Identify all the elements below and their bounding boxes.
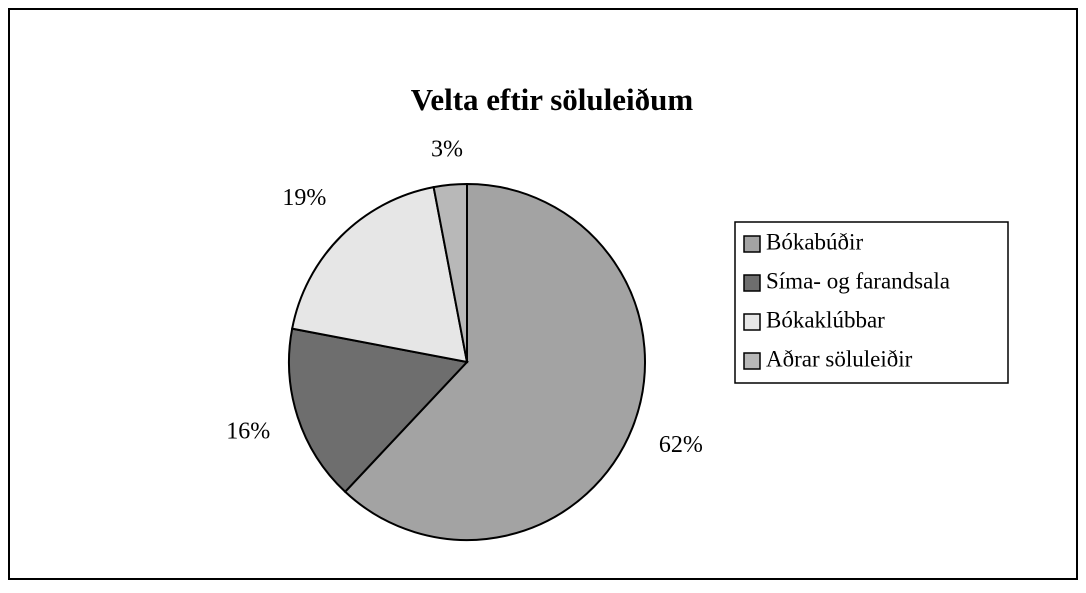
- legend-swatch: [743, 352, 761, 370]
- legend-label: Aðrar söluleiðir: [766, 346, 913, 371]
- pie-slice: [290, 185, 469, 364]
- legend-label: Bókabúðir: [766, 229, 863, 254]
- legend-swatch: [743, 235, 761, 253]
- data-label: 19%: [282, 185, 326, 211]
- data-label: 3%: [431, 136, 463, 162]
- pie-slice: [432, 182, 468, 363]
- legend-swatch: [743, 313, 761, 331]
- data-label: 16%: [226, 419, 270, 445]
- legend-label: Síma- og farandsala: [766, 268, 950, 293]
- chart-title: Velta eftir söluleiðum: [411, 82, 694, 117]
- data-label: 62%: [659, 432, 703, 458]
- legend-box: [734, 221, 1009, 384]
- pie-slice: [288, 327, 469, 494]
- legend-label: Bókaklúbbar: [766, 307, 885, 332]
- pie-slice: [343, 182, 646, 541]
- legend-swatch: [743, 274, 761, 292]
